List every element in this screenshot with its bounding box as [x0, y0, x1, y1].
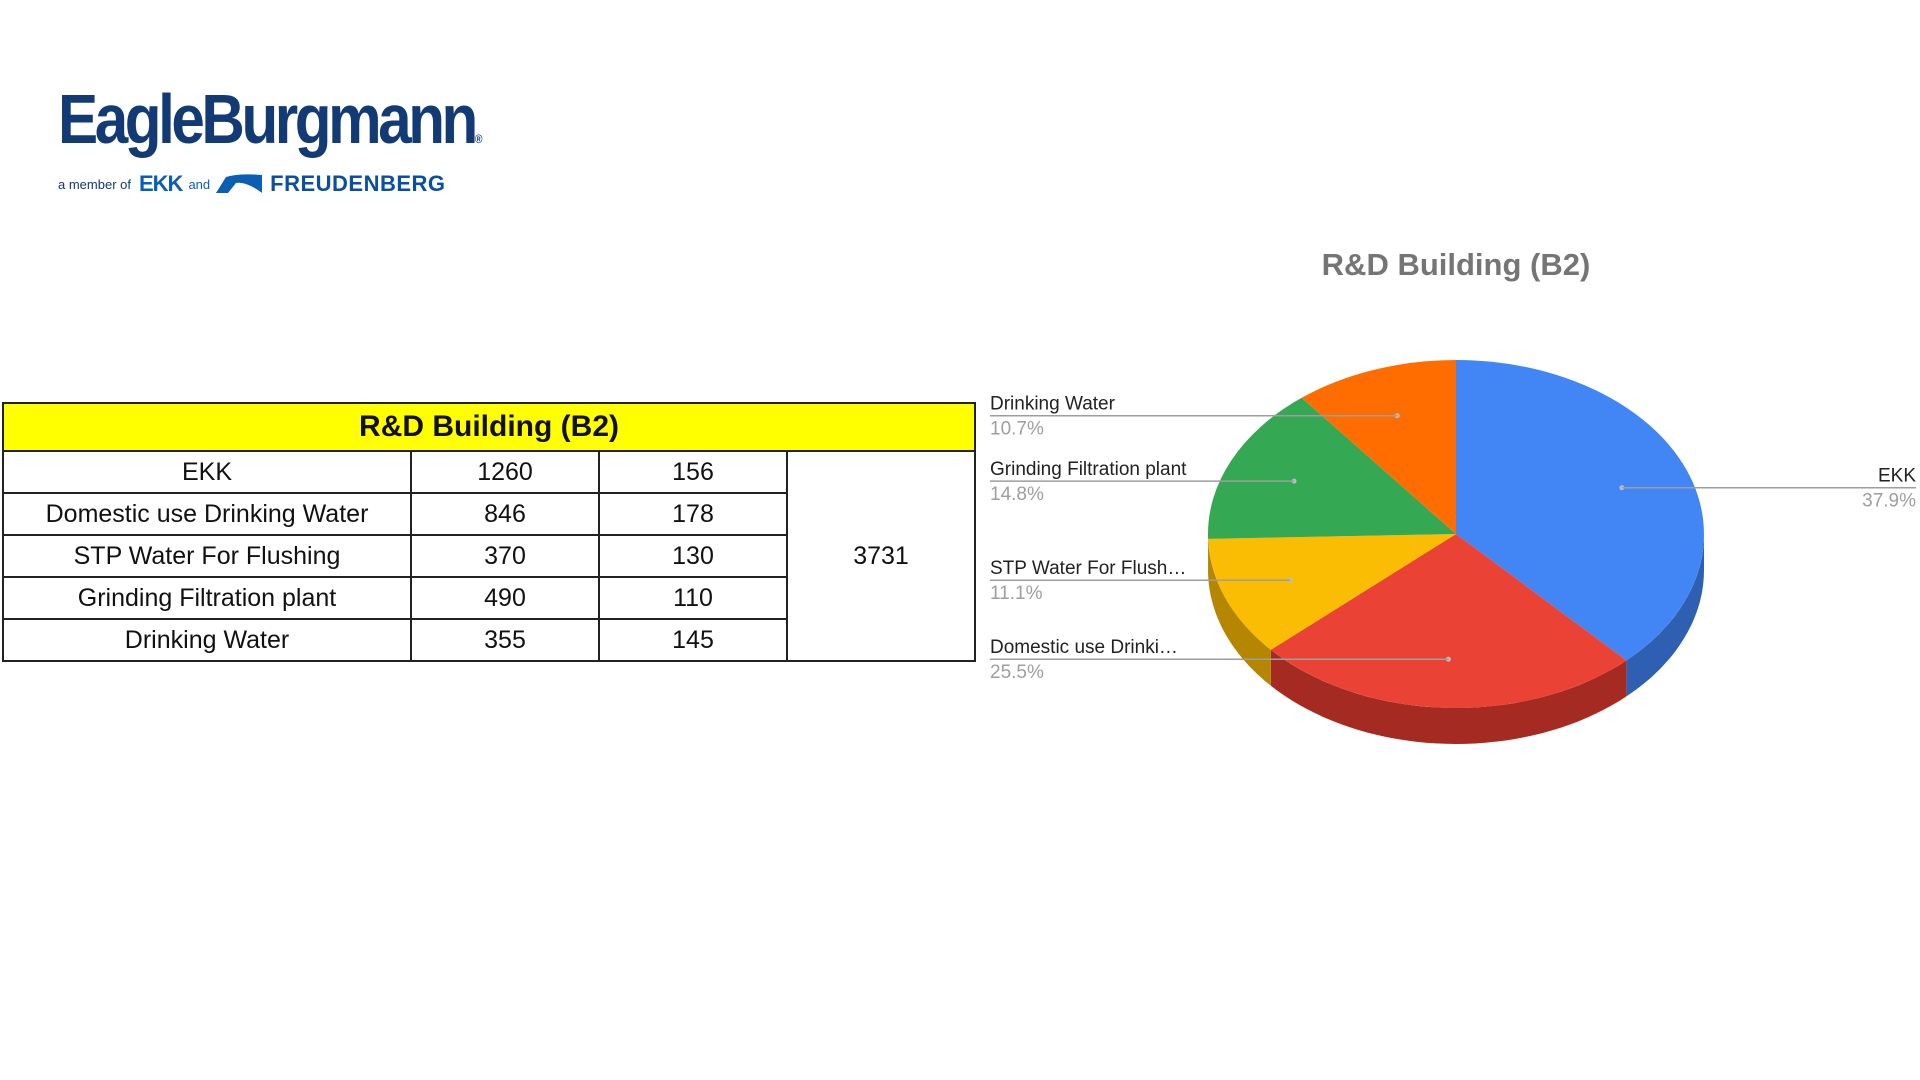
- logo-ekk-mark: EKK: [138, 171, 183, 196]
- logo-wordmark-text: EagleBurgmann: [58, 80, 478, 158]
- pie-side-layer: [1208, 534, 1704, 744]
- water-usage-table: R&D Building (B2) EKK 1260 156 3731 Dome…: [1, 402, 977, 662]
- row-value-1: 846: [410, 492, 600, 536]
- freudenberg-wave-icon: [216, 174, 263, 193]
- table-row: Domestic use Drinking Water 846 178: [2, 492, 975, 536]
- row-value-1: 370: [410, 534, 600, 578]
- row-name: Grinding Filtration plant: [2, 576, 412, 620]
- slice-percent-label: 25.5%: [990, 662, 1044, 683]
- pie-slice[interactable]: [1301, 360, 1456, 534]
- leader-dot: [1445, 656, 1451, 662]
- row-value-2: 156: [598, 450, 788, 494]
- table-title: R&D Building (B2): [1, 402, 977, 452]
- table-row: Drinking Water 355 145: [2, 618, 975, 662]
- pie-slice[interactable]: [1208, 397, 1456, 539]
- row-name: STP Water For Flushing: [2, 534, 412, 578]
- slice-label: Grinding Filtration plant: [990, 459, 1187, 480]
- logo-and-text: and: [188, 176, 211, 192]
- pie-slice-side: [1270, 649, 1627, 744]
- pie-slice-side: [1208, 538, 1271, 686]
- slice-label: Drinking Water: [990, 394, 1116, 415]
- row-value-2: 178: [598, 492, 788, 536]
- logo-membership-line: a member of EKK and FREUDENBERG: [58, 171, 446, 196]
- pie-chart: R&D Building (B2) EKK 37.9% Domestic use D…: [980, 230, 1920, 770]
- logo-registered-mark: ®: [474, 132, 483, 146]
- table-row: Grinding Filtration plant 490 110: [2, 576, 975, 620]
- table-row: STP Water For Flushing 370 130: [2, 534, 975, 578]
- row-value-2: 145: [598, 618, 788, 662]
- pie-slice[interactable]: [1270, 534, 1627, 708]
- table-row: EKK 1260 156 3731: [2, 450, 977, 662]
- slice-percent-label: 11.1%: [990, 583, 1043, 604]
- row-name: Domestic use Drinking Water: [2, 492, 412, 536]
- row-value-1: 1260: [410, 450, 600, 494]
- slice-label: Domestic use Drinki…: [990, 637, 1178, 658]
- pie-slice[interactable]: [1456, 360, 1704, 661]
- row-value-1: 355: [410, 618, 600, 662]
- slice-label: STP Water For Flush…: [990, 558, 1186, 579]
- pie-chart-svg: R&D Building (B2) EKK 37.9% Domestic use D…: [990, 247, 1916, 744]
- company-logo: EagleBurgmann® a member of EKK and FREUD…: [58, 84, 518, 204]
- row-value-2: 130: [598, 534, 788, 578]
- row-value-1: 490: [410, 576, 600, 620]
- row-value-2: 110: [598, 576, 788, 620]
- slice-label: EKK: [1878, 466, 1916, 487]
- logo-wordmark: EagleBurgmann®: [58, 84, 483, 154]
- row-name: EKK: [2, 450, 412, 494]
- pie-slice-side: [1626, 534, 1704, 697]
- pie-top-layer: [1208, 360, 1704, 708]
- table-total: 3731: [785, 450, 977, 662]
- row-name: Drinking Water: [2, 618, 412, 662]
- pie-label-layer: EKK 37.9% Domestic use Drinki… 25.5% STP Wat…: [990, 394, 1916, 683]
- logo-freudenberg-text: FREUDENBERG: [270, 171, 446, 196]
- slice-percent-label: 37.9%: [1862, 491, 1916, 512]
- table-header-row: R&D Building (B2): [1, 402, 977, 452]
- logo-member-text: a member of: [58, 176, 131, 192]
- slice-percent-label: 14.8%: [990, 484, 1044, 505]
- pie-slice[interactable]: [1208, 534, 1456, 650]
- chart-title: R&D Building (B2): [1322, 247, 1591, 282]
- slice-percent-label: 10.7%: [990, 419, 1044, 440]
